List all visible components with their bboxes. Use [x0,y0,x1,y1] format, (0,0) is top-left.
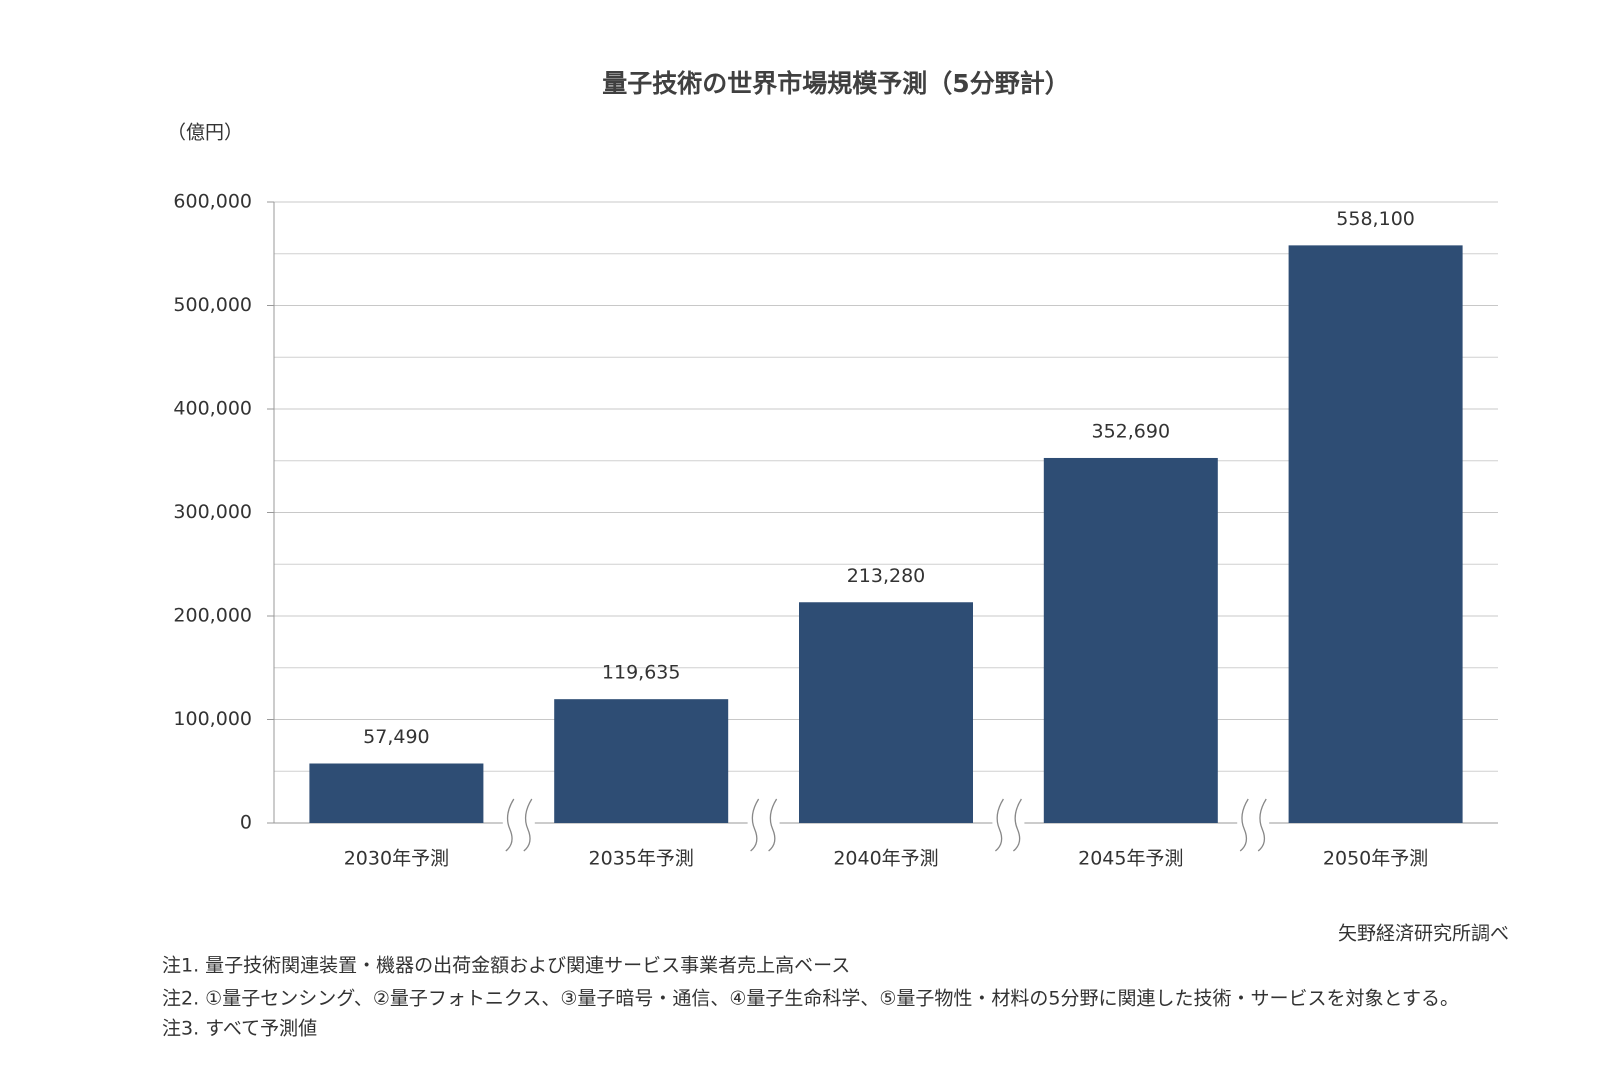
bar [1288,245,1463,823]
y-axis-label: （億円） [167,122,243,144]
axis-break [1239,798,1249,852]
note: 注2. ①量子センシング、②量子フォトニクス、③量子暗号・通信、④量子生命科学、… [162,988,1459,1010]
y-tick-label: 100,000 [173,708,252,730]
axis-break [768,798,778,852]
x-tick-label: 2045年予測 [1078,848,1183,870]
y-tick-label: 600,000 [173,191,252,213]
y-tick-label: 0 [240,812,252,834]
axis-break [1257,798,1267,852]
axis-break-gap [1237,819,1270,827]
y-tick-label: 200,000 [173,605,252,627]
x-tick-label: 2035年予測 [589,848,694,870]
axis-break-gap [747,819,780,827]
note: 注3. すべて予測値 [162,1018,317,1040]
axis-break [994,798,1004,852]
bar [309,763,484,823]
data-label: 213,280 [847,565,926,587]
y-tick-label: 300,000 [173,501,252,523]
x-tick-label: 2050年予測 [1323,848,1428,870]
axis-break-gap [502,819,535,827]
data-label: 352,690 [1092,420,1171,442]
note: 注1. 量子技術関連装置・機器の出荷金額および関連サービス事業者売上高ベース [162,955,850,977]
bar [799,602,973,823]
x-tick-label: 2040年予測 [833,848,938,870]
axis-break [750,798,760,852]
axis-break [505,798,515,852]
y-tick-label: 400,000 [173,398,252,420]
x-tick-label: 2030年予測 [344,848,449,870]
bar [1043,457,1218,823]
axis-break [523,798,533,852]
chart-title: 量子技術の世界市場規模予測（5分野計） [602,69,1069,98]
y-tick-label: 500,000 [173,294,252,316]
data-label: 119,635 [602,662,681,684]
axis-break-gap [992,819,1025,827]
axis-break [1012,798,1022,852]
data-label: 558,100 [1336,208,1415,230]
data-label: 57,490 [363,726,429,748]
source: 矢野経済研究所調べ [1338,923,1509,945]
bar [554,699,729,823]
